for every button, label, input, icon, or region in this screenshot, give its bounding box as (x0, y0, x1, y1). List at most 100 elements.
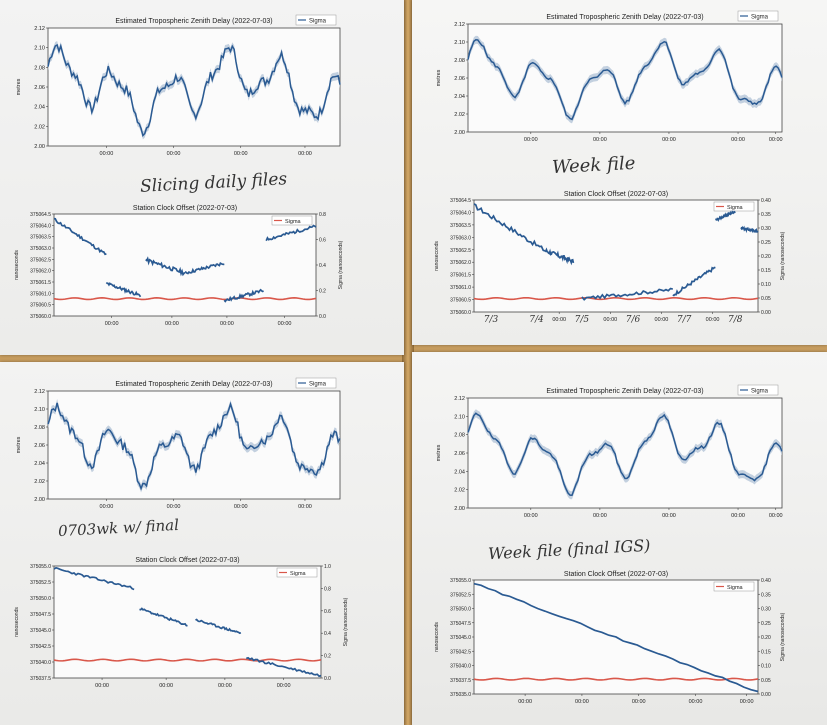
y-tick-label: 2.12 (34, 26, 45, 32)
clock-offset-segment (139, 607, 188, 627)
clock-offset-segment (265, 224, 317, 242)
x-tick-label: 00:00 (524, 137, 538, 143)
y-tick-label: 2.10 (454, 40, 465, 46)
x-tick-label: 00:00 (632, 699, 646, 705)
y-tick-label: 375063.0 (450, 235, 471, 241)
y-tick-label: 375062.5 (450, 248, 471, 254)
clock-offset-segment (581, 287, 673, 301)
x-tick-label: 00:00 (731, 513, 745, 519)
y-tick-label: 375050.0 (30, 596, 51, 602)
plot-frame (473, 199, 759, 313)
y-tick-label: 2.12 (34, 389, 45, 395)
chart-title: Station Clock Offset (2022-07-03) (564, 571, 668, 578)
chart-title: Station Clock Offset (2022-07-03) (564, 191, 668, 198)
handwritten-date-label: 7/3 (484, 315, 499, 325)
x-tick-label: 00:00 (662, 137, 676, 143)
legend-label: Sigma (751, 389, 769, 395)
ztd-uncertainty-band (468, 409, 782, 500)
sigma-series-line (473, 296, 759, 301)
x-tick-label: 00:00 (277, 683, 291, 689)
y-tick-label: 375061.5 (30, 280, 51, 286)
ztd-chart-bottom-left: Estimated Tropospheric Zenith Delay (202… (16, 377, 341, 510)
y-tick-label: 2.12 (454, 396, 465, 402)
sigma-series-line (473, 677, 759, 681)
clock-offset-segment (714, 210, 736, 222)
y-tick-label: 375063.5 (450, 223, 471, 229)
chart-title: Estimated Tropospheric Zenith Delay (202… (115, 18, 272, 25)
clock-offset-segment (105, 281, 142, 298)
clock-offset-segment (145, 256, 186, 277)
y-axis-label: nanoseconds (14, 607, 20, 637)
sigma-tick-label: 0.00 (761, 692, 771, 698)
x-tick-label: 00:00 (593, 513, 607, 519)
sigma-tick-label: 0.20 (761, 635, 771, 641)
y-tick-label: 2.02 (34, 479, 45, 485)
clock-offset-segment (53, 566, 135, 591)
y-tick-label: 375060.5 (30, 303, 51, 309)
y-tick-label: 2.10 (454, 414, 465, 420)
x-tick-label: 00:00 (218, 683, 232, 689)
chart-title: Estimated Tropospheric Zenith Delay (202… (546, 388, 703, 395)
y-tick-label: 2.06 (454, 76, 465, 82)
legend-label: Sigma (290, 571, 307, 577)
sigma-series-line (53, 297, 317, 301)
legend-label: Sigma (309, 382, 327, 388)
y-tick-label: 375055.0 (30, 564, 51, 570)
legend-label: Sigma (727, 205, 744, 211)
y-tick-label: 375064.0 (450, 210, 471, 216)
sigma-tick-label: 0.2 (324, 654, 331, 660)
plot-frame (467, 23, 783, 133)
legend-box (737, 384, 779, 396)
x-tick-label: 00:00 (524, 513, 538, 519)
x-tick-label: 00:00 (731, 137, 745, 143)
y-tick-label: 2.06 (34, 85, 45, 91)
sigma-tick-label: 0.4 (324, 631, 331, 637)
y-tick-label: 375045.0 (450, 635, 471, 641)
y-tick-label: 375063.0 (30, 246, 51, 252)
handwritten-date-label: 7/8 (728, 315, 743, 325)
legend-box (276, 567, 318, 578)
x-tick-label: 00:00 (278, 321, 292, 327)
sigma-tick-label: 0.40 (761, 578, 771, 584)
sigma-tick-label: 0.0 (324, 676, 331, 682)
chart-title: Station Clock Offset (2022-07-03) (135, 557, 239, 564)
sigma-axis-label: Sigma (nanoseconds) (780, 231, 786, 280)
y-tick-label: 375052.5 (30, 580, 51, 586)
clock-chart-top-right: Station Clock Offset (2022-07-03) Sigma 37… (434, 191, 786, 325)
plot-frame (53, 213, 317, 317)
y-axis-label: nanoseconds (14, 250, 20, 280)
y-tick-label: 2.00 (454, 130, 465, 136)
book-spine-gap (402, 0, 414, 725)
y-axis-label: nanoseconds (434, 622, 440, 652)
y-tick-label: 2.08 (34, 425, 45, 431)
ztd-series-line (47, 401, 341, 491)
ztd-series-line (47, 43, 341, 137)
x-tick-label: 00:00 (220, 321, 234, 327)
y-tick-label: 375037.5 (30, 676, 51, 682)
y-tick-label: 375052.5 (450, 592, 471, 598)
y-tick-label: 2.06 (34, 443, 45, 449)
sigma-tick-label: 0.4 (319, 263, 326, 269)
y-tick-label: 2.08 (454, 58, 465, 64)
legend-label: Sigma (309, 19, 327, 25)
x-tick-label: 00:00 (593, 137, 607, 143)
sigma-tick-label: 0.2 (319, 289, 326, 295)
y-axis-label: metres (436, 69, 442, 86)
x-tick-label: 00:00 (234, 504, 248, 510)
x-tick-label: 00:00 (518, 699, 532, 705)
sigma-tick-label: 0.05 (761, 678, 771, 684)
sigma-tick-label: 0.20 (761, 254, 771, 260)
handwritten-date-label: 7/5 (575, 315, 590, 325)
y-tick-label: 375047.5 (450, 621, 471, 627)
y-tick-label: 2.00 (34, 144, 45, 150)
y-tick-label: 375047.5 (30, 612, 51, 618)
y-tick-label: 2.08 (454, 433, 465, 439)
y-tick-label: 375061.0 (450, 285, 471, 291)
sigma-tick-label: 0.40 (761, 198, 771, 204)
clock-offset-segment (672, 266, 716, 297)
plot-frame (47, 27, 341, 147)
ztd-chart-bottom-right: Estimated Tropospheric Zenith Delay (202… (436, 384, 783, 519)
y-axis-label: metres (16, 436, 22, 453)
legend-box (713, 581, 755, 592)
sigma-axis-label: Sigma (nanoseconds) (780, 612, 786, 661)
